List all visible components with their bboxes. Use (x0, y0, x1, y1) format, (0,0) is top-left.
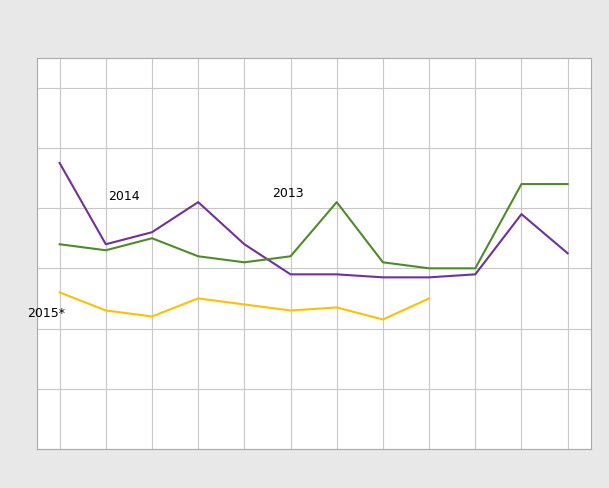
Text: 2015*: 2015* (27, 307, 65, 320)
Text: 2014: 2014 (108, 190, 139, 203)
Text: 2013: 2013 (272, 187, 304, 200)
